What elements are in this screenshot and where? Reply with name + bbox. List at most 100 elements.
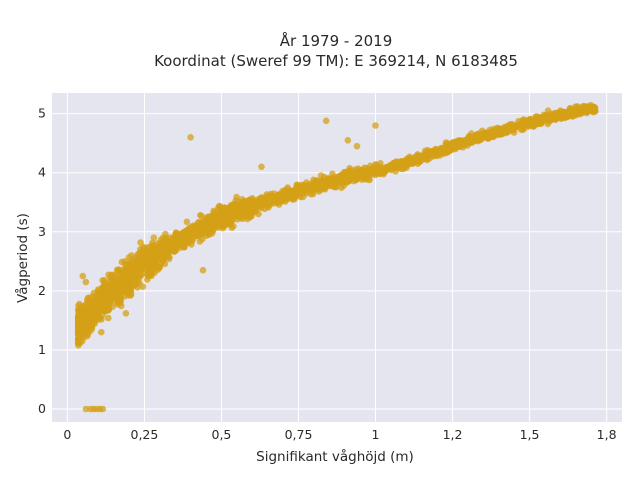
scatter-point xyxy=(76,336,84,344)
scatter-point xyxy=(382,165,390,172)
scatter-point xyxy=(478,127,486,135)
scatter-point xyxy=(189,225,196,232)
scatter-point xyxy=(187,134,194,141)
scatter-point xyxy=(289,196,297,203)
scatter-point xyxy=(151,243,158,250)
scatter-point xyxy=(157,236,165,244)
scatter-point xyxy=(242,209,250,216)
scatter-point xyxy=(591,104,598,112)
scatter-point xyxy=(146,268,153,276)
scatter-point xyxy=(138,271,145,279)
scatter-point xyxy=(336,174,344,181)
scatter-point xyxy=(157,255,165,263)
scatter-point xyxy=(115,266,122,274)
data-points xyxy=(74,101,599,413)
scatter-point xyxy=(504,125,512,132)
scatter-point xyxy=(125,292,132,299)
tick-labels: 0 0,25 0,5 0,75 1 1,2 1,5 1,8 0 1 2 3 4 5 xyxy=(38,106,617,442)
scatter-point xyxy=(553,114,561,122)
scatter-point xyxy=(128,277,136,285)
scatter-point xyxy=(116,278,124,286)
scatter-point xyxy=(181,238,188,245)
scatter-point xyxy=(291,190,299,197)
scatter-point xyxy=(97,290,104,297)
scatter-point xyxy=(212,222,219,230)
x-tick-label: 1,8 xyxy=(597,427,617,442)
scatter-point xyxy=(104,299,112,307)
scatter-point xyxy=(450,140,458,147)
scatter-point xyxy=(136,279,143,287)
scatter-point xyxy=(82,278,90,286)
scatter-point xyxy=(234,208,241,215)
scatter-point xyxy=(424,149,432,156)
scatter-point xyxy=(249,209,256,216)
scatter-point xyxy=(414,160,422,167)
scatter-point xyxy=(82,301,90,308)
scatter-point xyxy=(362,173,370,180)
scatter-point xyxy=(226,213,234,221)
scatter-point xyxy=(546,115,553,122)
x-tick-label: 0,25 xyxy=(131,427,159,442)
scatter-point xyxy=(109,286,116,294)
scatter-point xyxy=(401,161,409,168)
x-axis-label: Signifikant våghöjd (m) xyxy=(256,448,414,465)
scatter-point xyxy=(105,314,112,322)
scatter-point xyxy=(196,238,204,245)
scatter-point xyxy=(132,267,140,275)
scatter-point xyxy=(122,310,130,317)
scatter-point xyxy=(79,272,87,280)
scatter-point xyxy=(202,219,210,227)
scatter-point xyxy=(225,204,233,211)
scatter-point xyxy=(153,255,160,262)
x-tick-label: 0,5 xyxy=(212,427,232,442)
scatter-point xyxy=(92,311,100,319)
scatter-point xyxy=(246,198,254,205)
scatter-point xyxy=(347,167,355,174)
scatter-point xyxy=(321,186,329,193)
scatter-point xyxy=(308,184,316,192)
scatter-point xyxy=(544,107,552,114)
scatter-point xyxy=(111,274,119,282)
scatter-point xyxy=(357,173,364,181)
y-tick-label: 3 xyxy=(38,224,46,239)
x-tick-label: 1 xyxy=(372,427,380,442)
scatter-point xyxy=(409,155,417,163)
scatter-point xyxy=(257,204,265,212)
scatter-point xyxy=(239,215,246,223)
scatter-point xyxy=(156,263,164,271)
scatter-point xyxy=(217,214,225,222)
y-tick-label: 4 xyxy=(38,165,46,180)
scatter-point xyxy=(329,170,336,178)
x-tick-label: 1,5 xyxy=(520,427,540,442)
scatter-point xyxy=(529,123,537,130)
scatter-point xyxy=(101,277,109,284)
scatter-point xyxy=(460,139,467,146)
scatter-point xyxy=(162,234,170,242)
scatter-point xyxy=(557,107,564,114)
scatter-point xyxy=(90,318,98,325)
scatter-point xyxy=(353,142,361,150)
scatter-point xyxy=(199,266,207,274)
scatter-point xyxy=(347,175,355,183)
scatter-point xyxy=(192,230,200,238)
y-tick-label: 2 xyxy=(38,283,46,298)
scatter-point xyxy=(169,242,176,249)
scatter-point xyxy=(127,258,135,265)
scatter-point xyxy=(80,313,88,321)
scatter-point xyxy=(224,219,231,227)
scatter-point xyxy=(243,215,251,223)
scatter-point xyxy=(98,328,105,336)
scatter-point xyxy=(299,188,307,195)
scatter-point xyxy=(162,239,170,247)
scatter-point xyxy=(150,234,158,241)
scatter-point xyxy=(134,251,142,258)
scatter-point xyxy=(239,202,247,210)
scatter-point xyxy=(377,170,385,177)
scatter-point xyxy=(442,147,450,154)
scatter-point xyxy=(88,299,95,307)
scatter-point xyxy=(105,271,112,279)
scatter-point xyxy=(344,137,352,144)
scatter-point xyxy=(322,117,330,125)
